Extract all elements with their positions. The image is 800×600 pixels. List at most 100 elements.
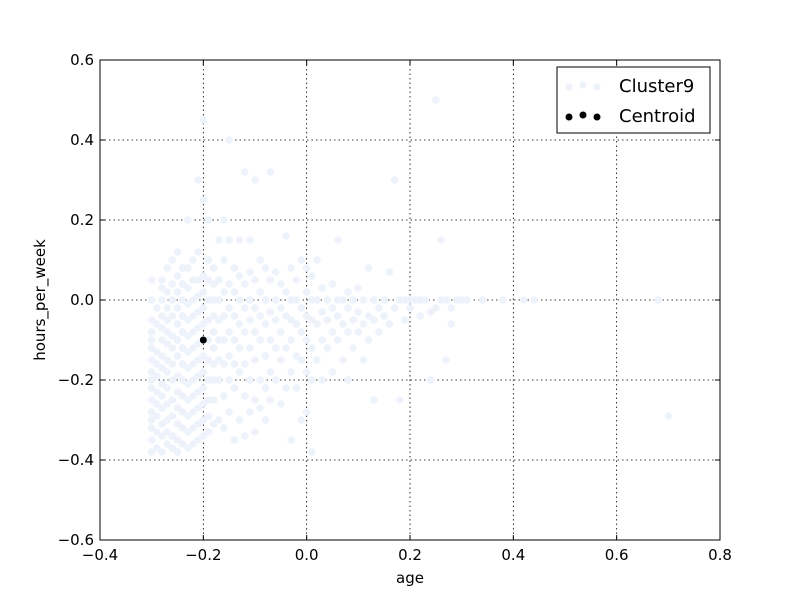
y-tick-label: 0.4	[70, 131, 94, 149]
cluster9-point	[463, 296, 471, 304]
cluster9-point	[390, 304, 399, 312]
cluster9-point	[292, 352, 301, 360]
cluster9-point	[370, 396, 378, 404]
axis-ticks: −0.4 −0.2 0.0 0.2 0.4 0.6 0.8−0.6−0.4−0.20.00.…	[58, 51, 732, 564]
cluster9-point	[194, 356, 202, 364]
y-tick-label: −0.2	[58, 371, 94, 389]
cluster9-point	[178, 408, 187, 416]
cluster9-point	[318, 376, 326, 384]
cluster9-point	[199, 368, 208, 376]
cluster9-point	[240, 168, 249, 176]
cluster9-point	[209, 344, 218, 352]
cluster9-point	[194, 388, 202, 396]
cluster9-point	[271, 296, 280, 304]
cluster9-point	[194, 292, 202, 300]
cluster9-point	[158, 432, 166, 440]
cluster9-point	[230, 264, 239, 272]
cluster9-point	[370, 296, 378, 304]
cluster9-point	[209, 280, 218, 288]
cluster9-point	[447, 320, 456, 328]
y-tick-label: 0.0	[70, 291, 94, 309]
cluster9-point	[251, 304, 259, 312]
x-tick-label: −0.4	[82, 546, 118, 564]
cluster9-point	[344, 376, 352, 384]
cluster9-point	[302, 408, 311, 416]
cluster9-point	[173, 420, 182, 428]
y-tick-label: −0.4	[58, 451, 94, 469]
cluster9-point	[184, 284, 192, 292]
cluster9-point	[297, 304, 306, 312]
cluster9-point	[297, 256, 306, 264]
cluster9-point	[225, 280, 233, 288]
cluster9-point	[168, 344, 177, 352]
legend-frame	[556, 66, 711, 134]
cluster9-point	[426, 376, 435, 384]
cluster9-point	[168, 376, 177, 384]
cluster9-point	[168, 256, 177, 264]
cluster9-point	[308, 344, 316, 352]
centroid-points	[199, 336, 207, 344]
cluster9-point	[297, 356, 306, 364]
cluster9-point	[158, 284, 166, 292]
cluster9-point	[147, 384, 156, 392]
cluster9-point	[447, 304, 456, 312]
cluster9-point	[292, 320, 301, 328]
cluster9-point	[147, 376, 156, 384]
cluster9-point	[277, 328, 285, 336]
cluster9-point	[328, 304, 337, 312]
data-points	[147, 96, 673, 456]
cluster9-point	[194, 276, 202, 284]
y-tick-label: −0.6	[58, 531, 94, 549]
cluster9-point	[442, 296, 450, 304]
cluster9-point	[339, 356, 347, 364]
cluster9-point	[235, 368, 244, 376]
cluster9-point	[308, 272, 316, 280]
x-tick-label: 0.0	[295, 546, 319, 564]
cluster9-point	[199, 400, 208, 408]
cluster9-point	[163, 400, 171, 408]
cluster9-point	[168, 432, 177, 440]
cluster9-point	[173, 388, 182, 396]
cluster9-point	[225, 236, 233, 244]
cluster9-point	[209, 420, 218, 428]
cluster9-point	[220, 424, 228, 432]
cluster9-point	[163, 416, 171, 424]
cluster9-point	[173, 272, 182, 280]
cluster9-point	[163, 440, 171, 448]
cluster9-point	[163, 356, 171, 364]
cluster9-point	[153, 360, 161, 368]
cluster9-point	[323, 316, 332, 324]
cluster9-point	[308, 376, 316, 384]
cluster9-point	[240, 304, 249, 312]
cluster9-point	[215, 316, 223, 324]
cluster9-point	[173, 336, 182, 344]
legend-label-cluster9: Cluster9	[619, 76, 694, 97]
cluster9-point	[147, 396, 156, 404]
cluster9-point	[147, 356, 156, 364]
cluster9-point	[173, 372, 182, 380]
cluster9-point	[204, 316, 213, 324]
cluster9-point	[173, 320, 182, 328]
cluster9-point	[297, 416, 306, 424]
cluster9-point	[318, 308, 326, 316]
cluster9-point	[147, 368, 156, 376]
cluster9-point	[168, 412, 177, 420]
cluster9-point	[385, 320, 394, 328]
cluster9-point	[194, 404, 202, 412]
cluster9-point	[333, 312, 342, 320]
cluster9-point	[277, 280, 285, 288]
cluster9-point	[261, 352, 270, 360]
cluster9-point	[215, 236, 223, 244]
cluster9-point	[478, 296, 487, 304]
cluster9-point	[266, 336, 275, 344]
cluster9-point	[184, 264, 192, 272]
cluster9-point	[168, 444, 177, 452]
cluster9-point	[339, 296, 347, 304]
cluster9-point	[163, 316, 171, 324]
cluster9-point	[349, 344, 357, 352]
cluster9-point	[178, 344, 187, 352]
cluster9-point	[215, 296, 223, 304]
cluster9-point	[158, 312, 166, 320]
cluster9-point	[199, 196, 208, 204]
cluster9-point	[163, 368, 171, 376]
